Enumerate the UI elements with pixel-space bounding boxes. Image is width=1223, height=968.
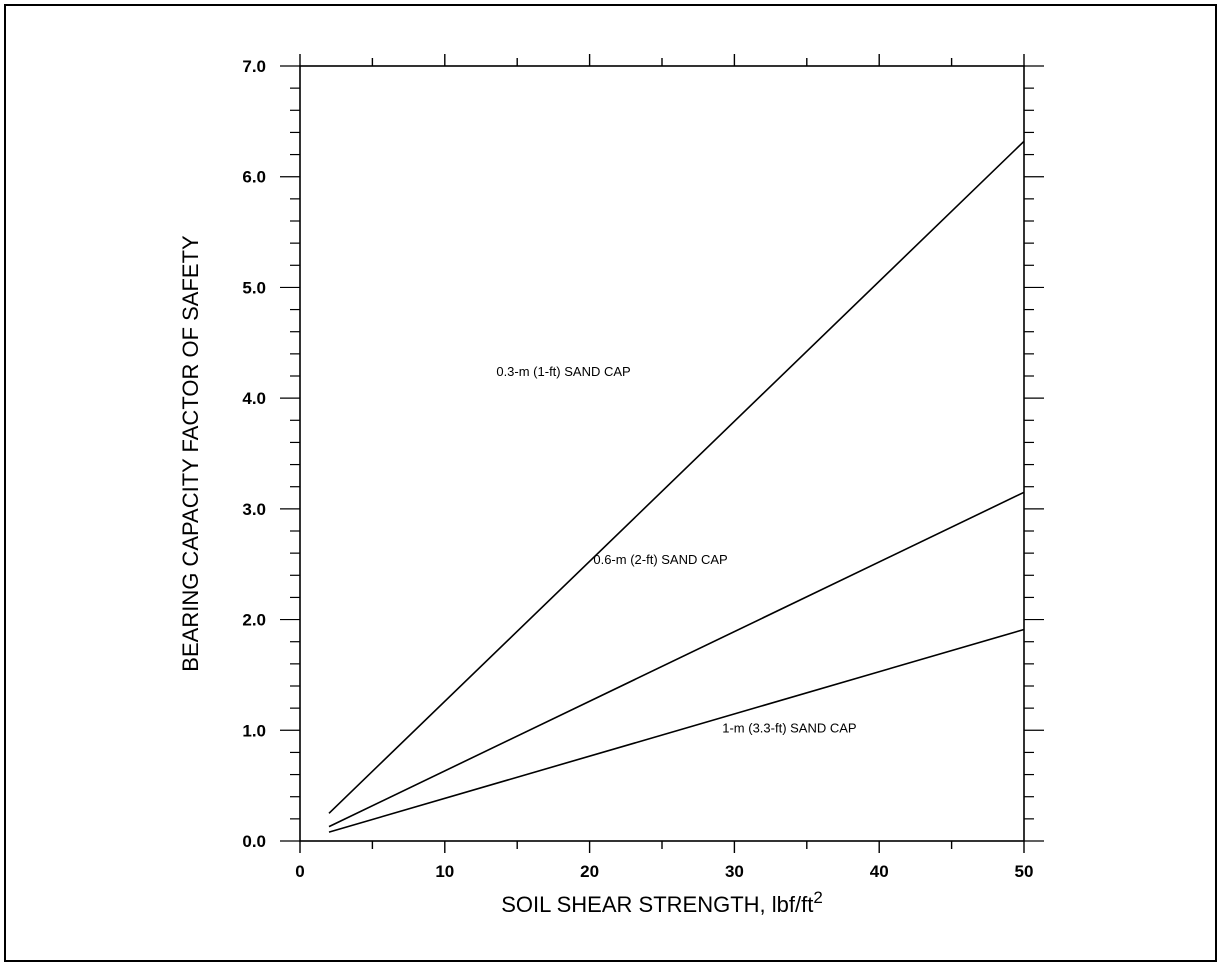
x-tick-label: 10 bbox=[435, 862, 454, 881]
y-tick-label: 2.0 bbox=[242, 611, 266, 630]
series-line bbox=[328, 140, 1025, 814]
x-tick-label: 30 bbox=[725, 862, 744, 881]
x-tick-label: 0 bbox=[295, 862, 304, 881]
x-axis-title-superscript: 2 bbox=[813, 888, 822, 907]
series-line bbox=[328, 491, 1025, 828]
axis-tick-labels: 0 10 20 30 40 50 0.0 1.0 2.0 3.0 4.0 5.0 6.0 7.0 bbox=[242, 57, 1033, 881]
x-tick-label: 50 bbox=[1015, 862, 1034, 881]
series-annotations: 0.3-m (1-ft) SAND CAP 0.6-m (2-ft) SAND C… bbox=[496, 364, 856, 736]
y-tick-label: 0.0 bbox=[242, 832, 266, 851]
y-tick-label: 3.0 bbox=[242, 500, 266, 519]
y-tick-label: 4.0 bbox=[242, 389, 266, 408]
y-tick-label: 5.0 bbox=[242, 278, 266, 297]
y-tick-label: 6.0 bbox=[242, 168, 266, 187]
plot-area bbox=[299, 65, 1025, 842]
series-annotation: 0.6-m (2-ft) SAND CAP bbox=[593, 552, 727, 567]
x-tick-label: 40 bbox=[870, 862, 889, 881]
x-tick-label: 20 bbox=[580, 862, 599, 881]
series-annotation: 1-m (3.3-ft) SAND CAP bbox=[722, 721, 856, 736]
series-lines bbox=[328, 140, 1025, 833]
series-line bbox=[328, 628, 1025, 833]
axis-ticks bbox=[280, 54, 1044, 853]
series-annotation: 0.3-m (1-ft) SAND CAP bbox=[496, 364, 630, 379]
plot-border bbox=[299, 65, 1025, 842]
x-axis-title: SOIL SHEAR STRENGTH, lbf/ft2 bbox=[501, 888, 823, 917]
y-axis-title: BEARING CAPACITY FACTOR OF SAFETY bbox=[178, 235, 203, 672]
y-tick-label: 7.0 bbox=[242, 57, 266, 76]
figure-frame bbox=[4, 4, 1217, 962]
y-tick-label: 1.0 bbox=[242, 721, 266, 740]
